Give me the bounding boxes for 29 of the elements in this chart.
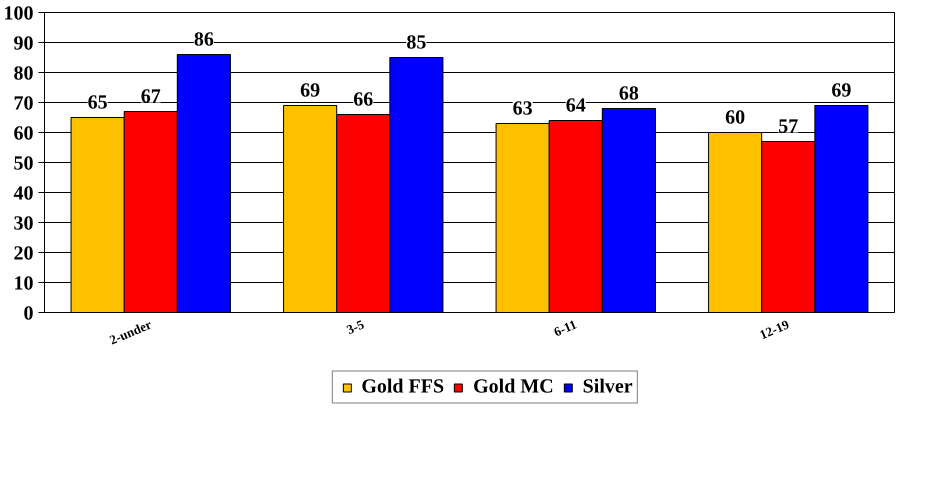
data-label: 65 <box>88 92 108 114</box>
y-tick-label: 50 <box>14 152 34 174</box>
data-label: 69 <box>300 80 320 102</box>
y-tick-label: 20 <box>14 242 34 264</box>
y-tick-label: 90 <box>14 32 34 54</box>
x-tick-label: 6-11 <box>552 316 579 340</box>
data-label: 64 <box>566 94 586 116</box>
data-label: 68 <box>618 82 639 104</box>
data-label: 66 <box>353 88 374 110</box>
legend-label: Silver <box>582 376 633 398</box>
data-label: 67 <box>140 86 161 108</box>
data-label: 69 <box>831 80 852 102</box>
data-label: 60 <box>725 106 746 128</box>
y-tick-label: 40 <box>14 182 34 204</box>
y-tick-label: 0 <box>24 302 34 324</box>
y-tick-label: 70 <box>14 92 34 114</box>
data-label: 57 <box>778 116 798 138</box>
y-tick-label: 10 <box>14 272 34 294</box>
y-tick-label: 60 <box>14 122 34 144</box>
legend-label: Gold FFS <box>361 376 444 398</box>
data-label: 85 <box>406 32 426 54</box>
y-tick-label: 30 <box>14 212 34 234</box>
x-tick-label: 12-19 <box>757 316 792 342</box>
y-tick-label: 80 <box>14 62 34 84</box>
legend-label: Gold MC <box>473 376 554 398</box>
y-tick-label: 100 <box>4 2 34 24</box>
data-label: 63 <box>512 98 533 120</box>
x-tick-label: 3-5 <box>344 316 367 338</box>
data-label: 86 <box>194 28 214 50</box>
